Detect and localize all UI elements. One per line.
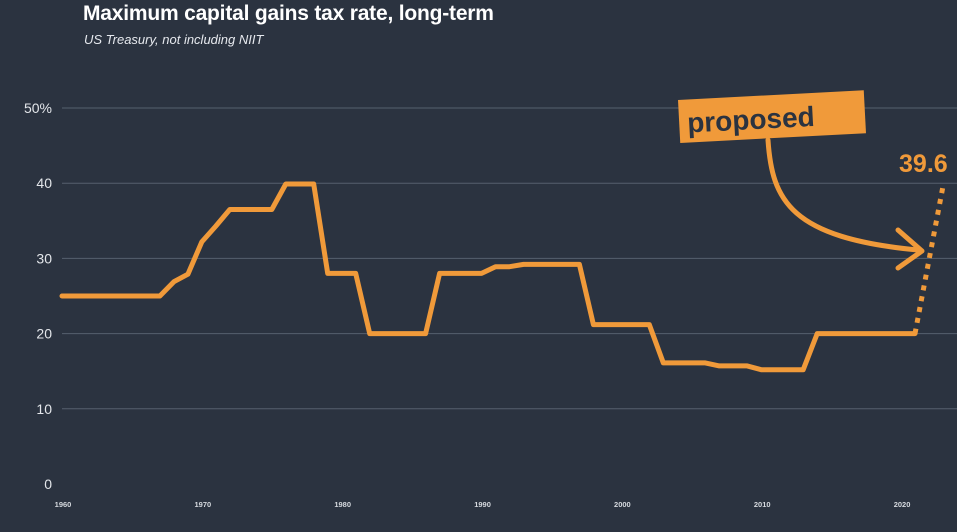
x-tick-label: 2010: [754, 500, 771, 509]
y-tick-label: 40: [36, 175, 52, 191]
x-tick-label: 2020: [894, 500, 911, 509]
x-axis-ticks: 1960 1970 1980 1990 2000 2010 2020: [55, 500, 911, 509]
x-tick-label: 1980: [334, 500, 351, 509]
grid-layer: [62, 107, 957, 410]
y-tick-label: 30: [36, 250, 52, 266]
y-tick-label: 10: [36, 401, 52, 417]
x-tick-label: 1970: [195, 500, 212, 509]
proposed-badge-label: proposed: [686, 101, 815, 139]
y-axis-ticks: 0 10 20 30 40 50%: [24, 100, 52, 492]
projected-value-label: 39.6: [899, 150, 948, 178]
projection-line: [912, 185, 946, 335]
y-tick-label: 20: [36, 326, 52, 342]
chart-title: Maximum capital gains tax rate, long-ter…: [83, 2, 494, 25]
y-tick-label: 50%: [24, 100, 52, 116]
proposed-badge-background: [678, 90, 866, 143]
series-line: [59, 181, 918, 373]
x-tick-label: 1990: [474, 500, 491, 509]
arrowhead-icon: [895, 227, 925, 271]
proposed-arrow-icon: [765, 137, 921, 253]
x-tick-label: 1960: [55, 500, 72, 509]
chart-subtitle: US Treasury, not including NIIT: [84, 32, 264, 47]
y-tick-label: 0: [44, 476, 52, 492]
proposed-badge: proposed: [678, 90, 866, 143]
x-tick-label: 2000: [614, 500, 631, 509]
